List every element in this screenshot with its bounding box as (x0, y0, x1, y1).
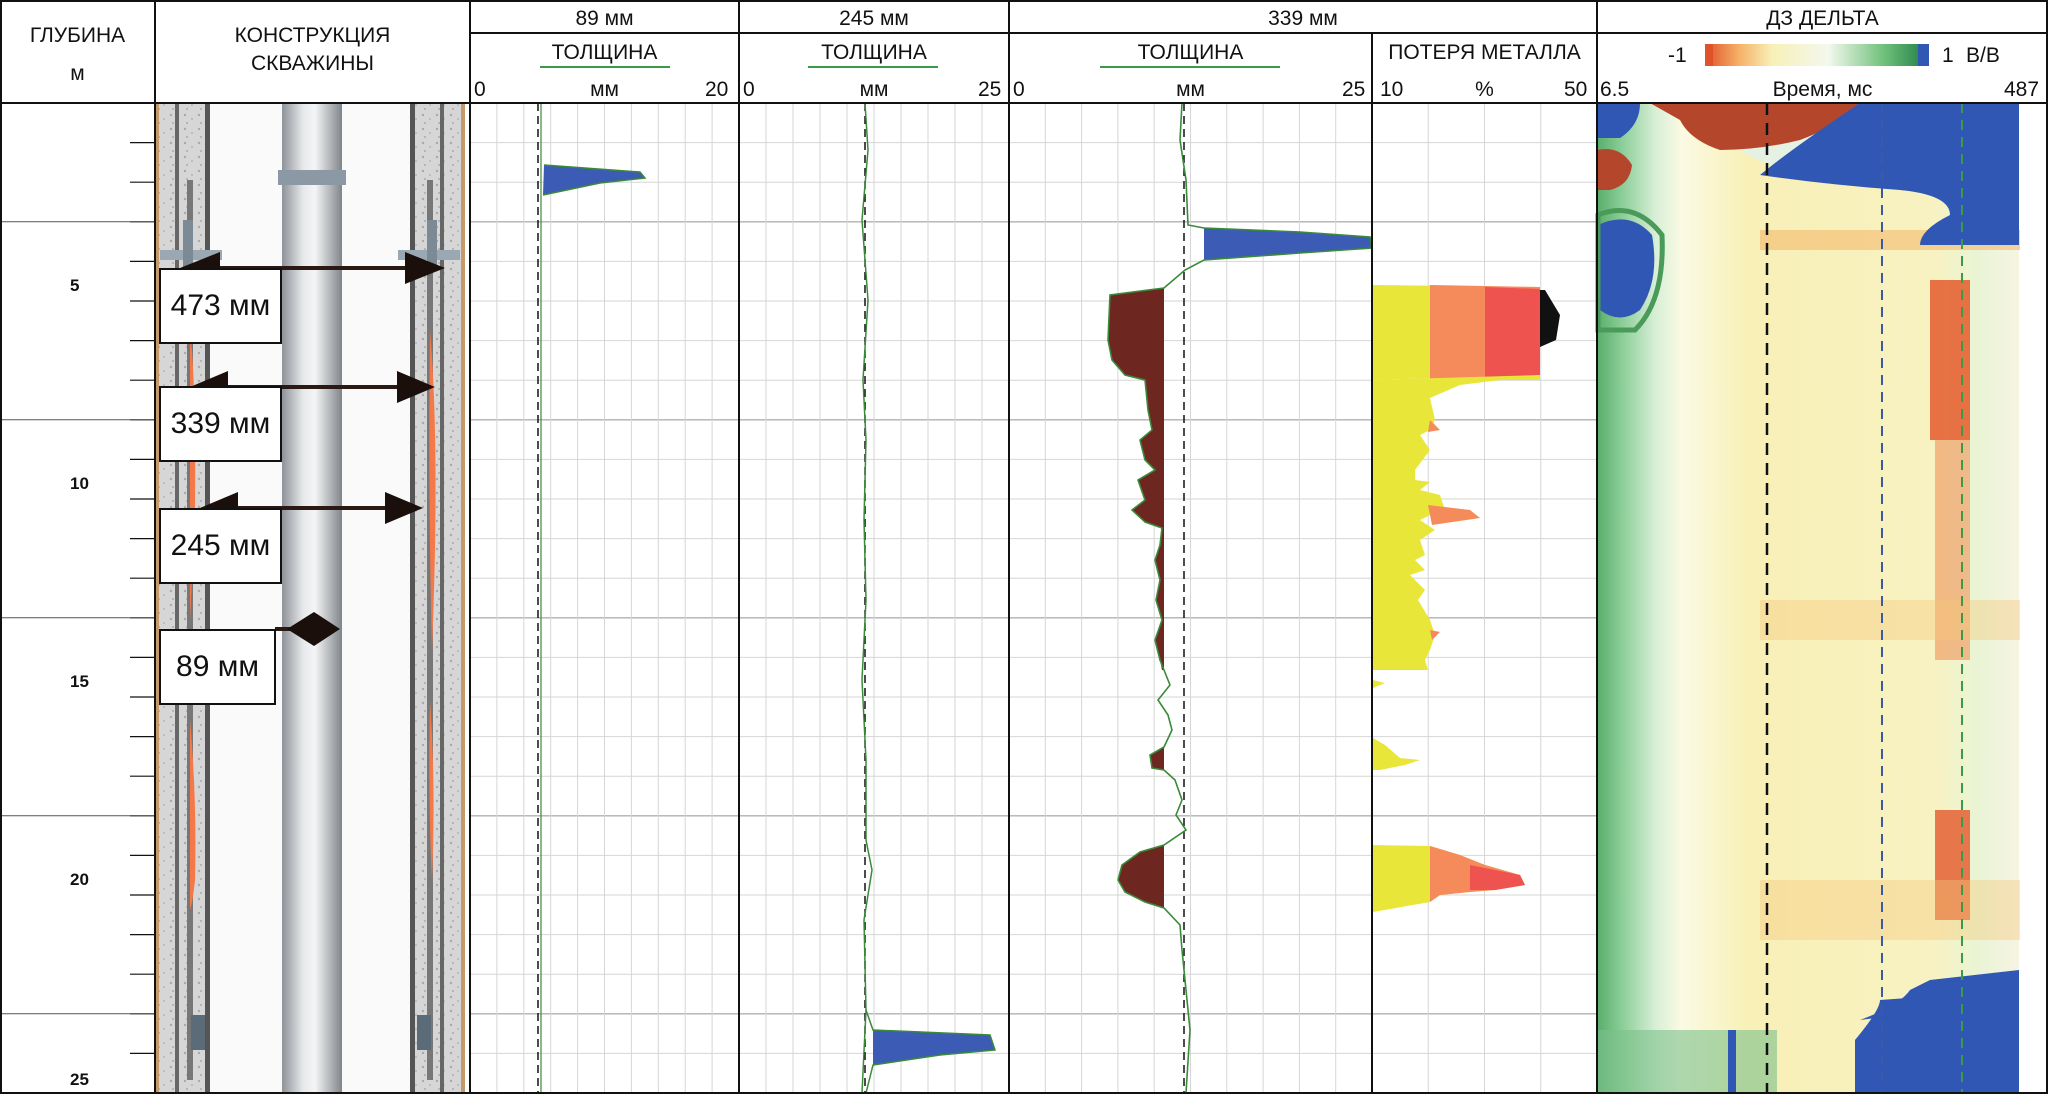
t89-scale-min: 0 (474, 78, 486, 101)
t245-scale-max: 25 (978, 78, 1002, 101)
metal-loss-label: ПОТЕРЯ МЕТАЛЛА (1388, 41, 1581, 64)
thickness-245-label: ТОЛЩИНА (821, 41, 927, 64)
t89-feature (543, 165, 645, 195)
t89-scale-max: 20 (705, 78, 729, 101)
colorbar-min: -1 (1668, 44, 1687, 67)
construction-title-line1: КОНСТРУКЦИЯ (234, 24, 391, 47)
t339-loss-1 (1108, 288, 1164, 670)
t339-scale-max: 25 (1342, 78, 1366, 101)
t245-trace (861, 102, 873, 1094)
pipe-339-title: 339 мм (1268, 7, 1338, 30)
colorbar-unit: В/В (1966, 44, 2000, 67)
thickness-89-label: ТОЛЩИНА (551, 41, 658, 64)
t89-unit: мм (590, 78, 619, 101)
pipe-245-title: 245 мм (839, 7, 909, 30)
t245-scale-min: 0 (743, 78, 755, 101)
dz-delta-title: ДЗ ДЕЛЬТА (1766, 7, 1879, 30)
construction-title-line2: СКВАЖИНЫ (251, 52, 374, 75)
well-construction (155, 103, 465, 1093)
t245-unit: мм (859, 78, 889, 101)
depth-label-20: 20 (70, 870, 89, 889)
time-scale-min: 6.5 (1600, 78, 1630, 101)
t339-loss-2 (1150, 747, 1164, 770)
pipe-89-title: 89 мм (575, 7, 634, 30)
loss-scale-min: 10 (1380, 78, 1404, 101)
time-scale-max: 487 (2004, 78, 2040, 101)
header-decor (540, 44, 1929, 68)
t245-feature (873, 1030, 995, 1065)
t339-trace (1107, 102, 1373, 1094)
callout-339: 339 мм (159, 386, 282, 462)
callout-473: 473 мм (159, 268, 282, 344)
depth-unit: м (70, 62, 85, 85)
depth-title: ГЛУБИНА (29, 24, 126, 47)
dz-delta-map (1595, 103, 2020, 1093)
thickness-339-label: ТОЛЩИНА (1137, 41, 1244, 64)
t339-feature-high (1204, 228, 1372, 260)
t339-scale-min: 0 (1013, 78, 1025, 101)
callout-245: 245 мм (159, 508, 282, 584)
time-label: Время, мс (1772, 78, 1873, 101)
depth-label-5: 5 (70, 276, 80, 295)
depth-label-15: 15 (70, 672, 89, 691)
metal-loss-fill (1373, 285, 1560, 912)
thickness-curves (537, 102, 1560, 1094)
callout-89: 89 мм (159, 629, 276, 705)
colorbar-max: 1 (1942, 44, 1954, 67)
depth-label-10: 10 (70, 474, 89, 493)
depth-label-25: 25 (70, 1070, 89, 1089)
loss-unit: % (1475, 78, 1494, 101)
t339-loss-3 (1118, 845, 1164, 908)
loss-scale-max: 50 (1564, 78, 1588, 101)
t339-unit: мм (1176, 78, 1205, 101)
